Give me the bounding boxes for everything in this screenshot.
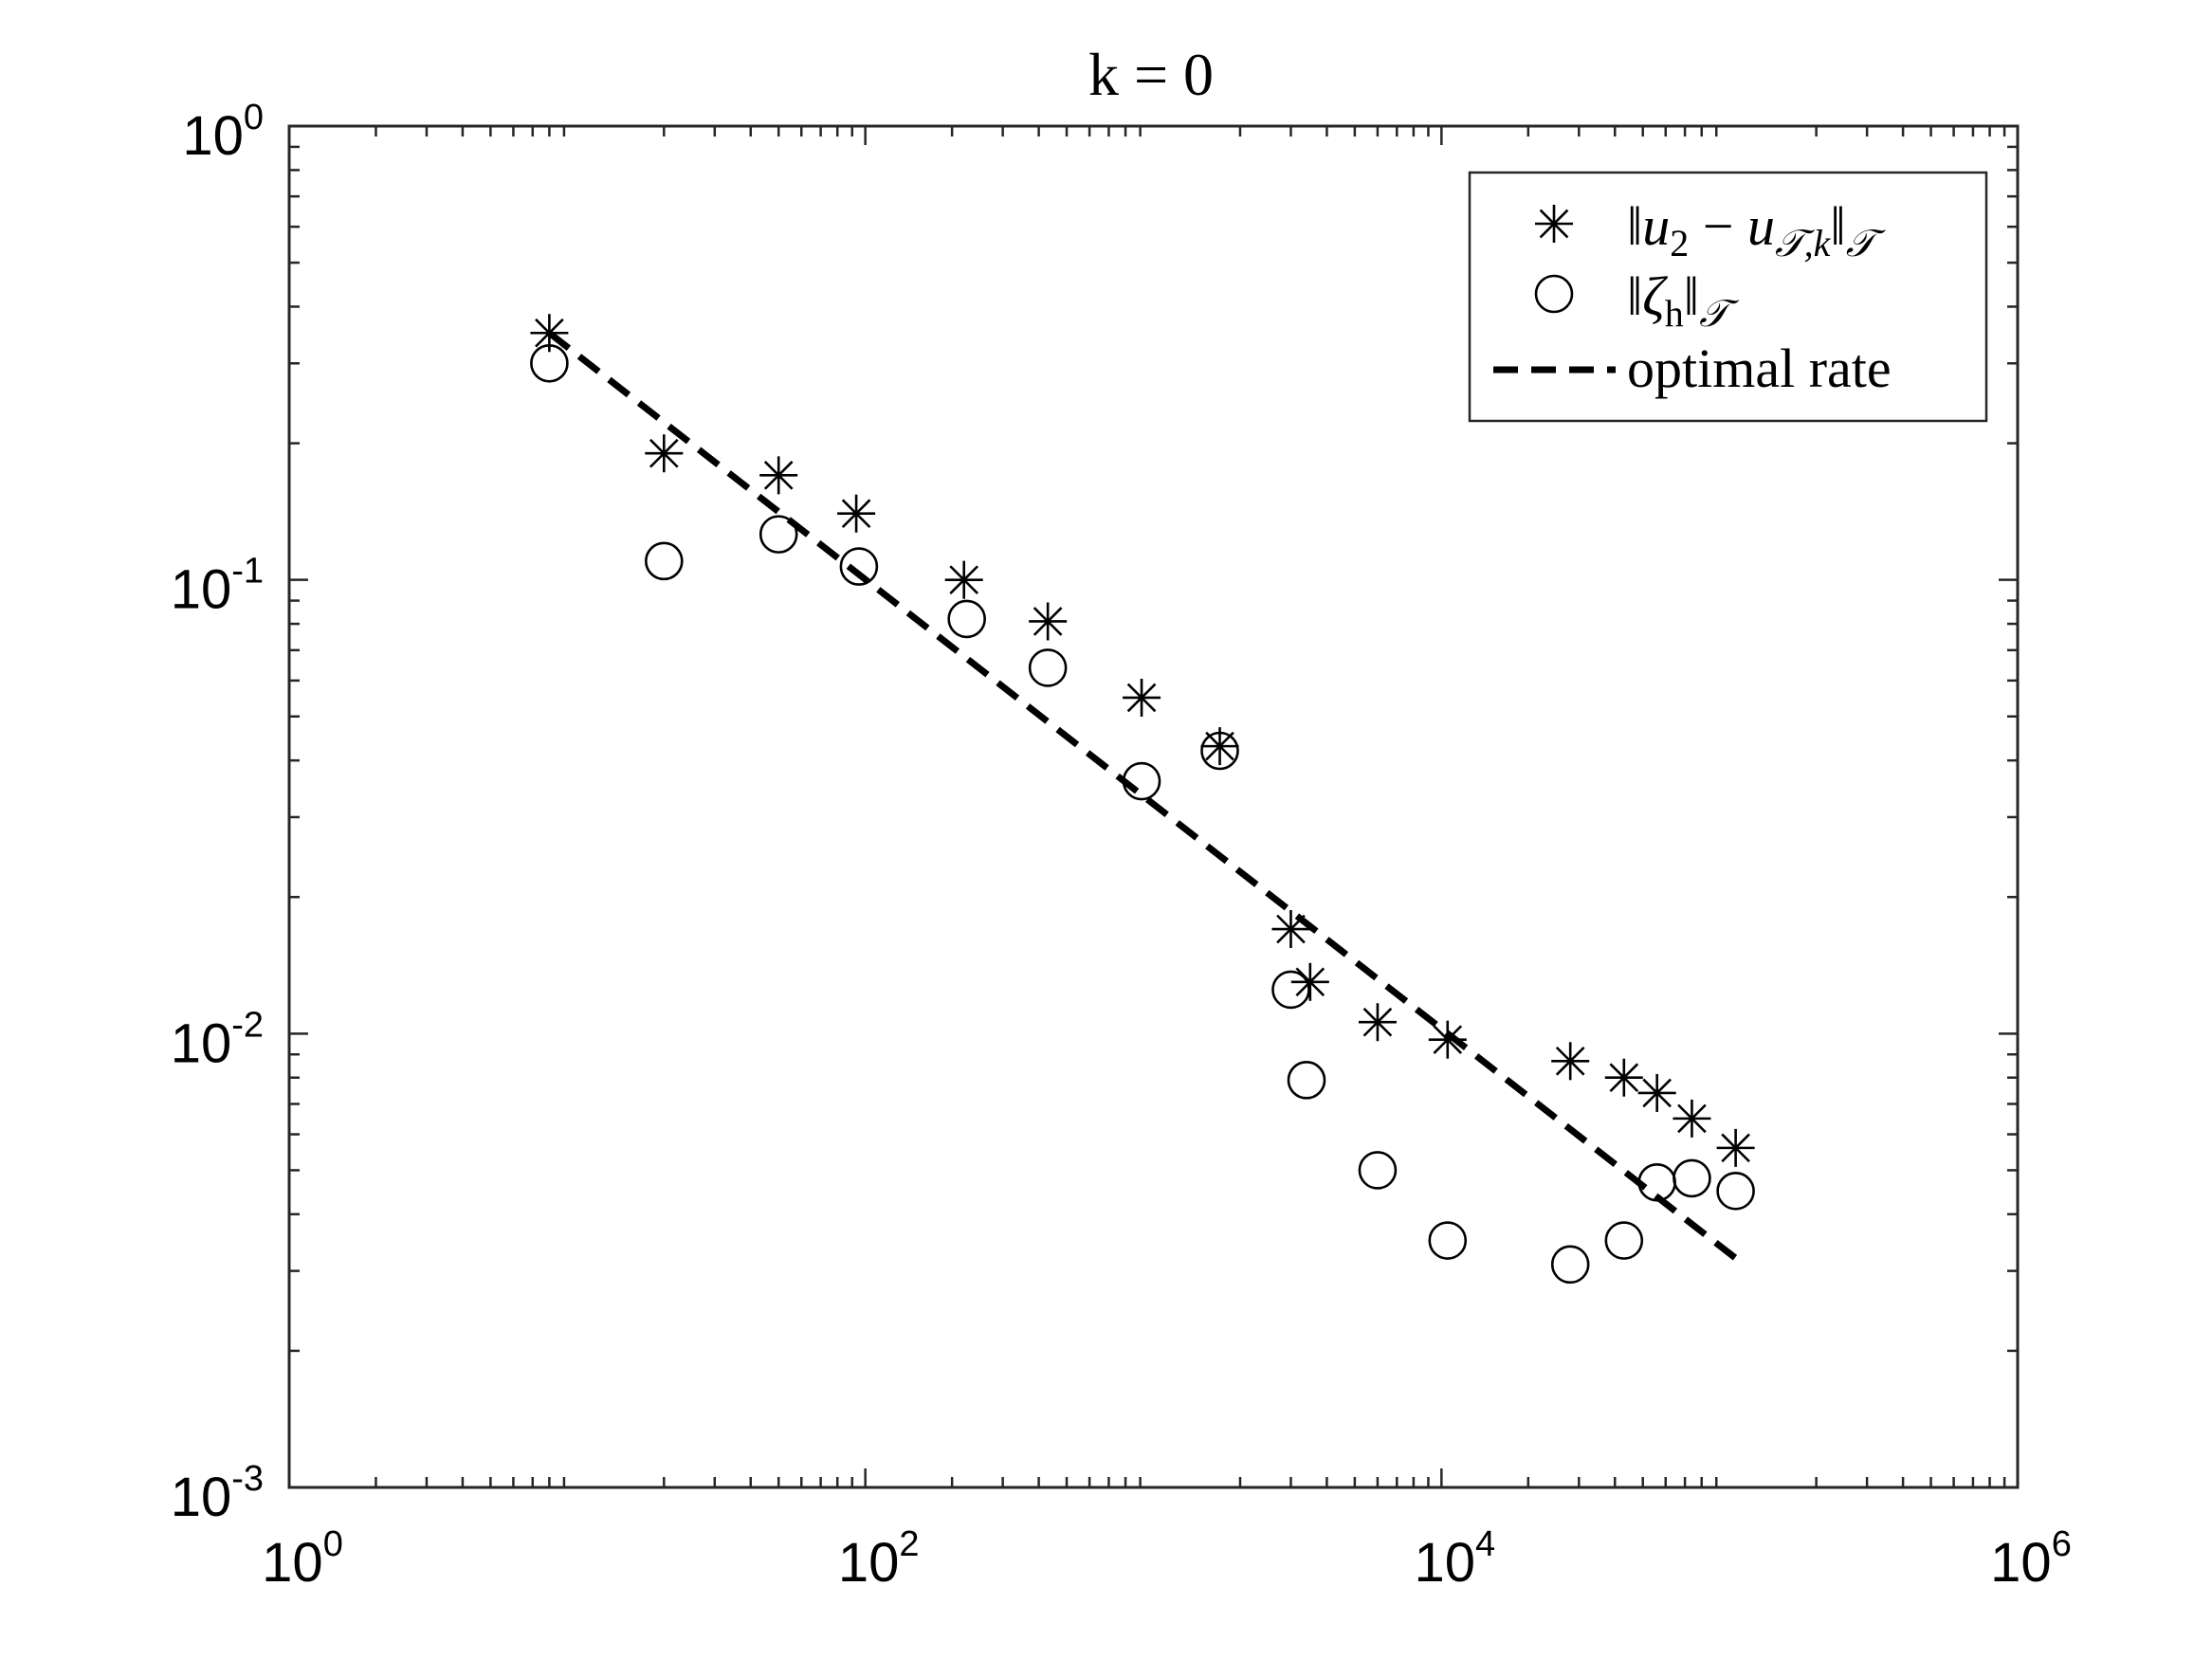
y-tick-label: 100 (182, 98, 264, 167)
legend-label: optimal rate (1627, 337, 1892, 399)
legend-marker-asterisk (1535, 205, 1573, 243)
x-tick-label: 104 (1415, 1524, 1496, 1594)
svg-text:10-1: 10-1 (171, 552, 264, 621)
data-point-asterisk (1551, 1042, 1590, 1081)
x-tick-label-exponent: 6 (2052, 1524, 2072, 1564)
y-tick-label-base: 10 (182, 105, 244, 167)
data-point-asterisk (1637, 1073, 1676, 1112)
y-tick-label-exponent: -1 (231, 552, 264, 592)
x-tick-label-exponent: 4 (1475, 1524, 1495, 1564)
minor-ticks (289, 126, 2018, 1487)
x-tick-labels: 100 102 104 106 (262, 1524, 2072, 1594)
data-point-asterisk (645, 434, 684, 473)
major-ticks (287, 124, 2020, 1489)
x-tick-label-exponent: 2 (899, 1524, 919, 1564)
x-tick-label: 100 (262, 1524, 343, 1594)
data-point-asterisk (1123, 678, 1161, 717)
y-tick-label: 10-1 (171, 552, 264, 621)
svg-text:106: 106 (1990, 1524, 2072, 1594)
data-point-circle (1287, 1061, 1326, 1100)
x-tick-label-base: 10 (1415, 1532, 1476, 1594)
data-point-circle (1271, 970, 1310, 1010)
legend-entry: ‖ζh‖𝒯 (1534, 265, 1740, 335)
chart-title: k = 0 (1088, 41, 1214, 108)
legend-entry: optimal rate (1493, 337, 1892, 399)
y-tick-label-exponent: 0 (244, 98, 264, 137)
y-tick-label-base: 10 (171, 1467, 232, 1528)
y-tick-label-base: 10 (171, 1012, 232, 1074)
data-point-asterisk (944, 560, 983, 599)
svg-text:100: 100 (262, 1524, 343, 1594)
legend-entry: ‖u2 − u𝒯,k‖𝒯 (1535, 195, 1887, 264)
data-point-asterisk (837, 494, 876, 533)
data-point-circle (947, 599, 986, 639)
series-circle-points (530, 343, 1755, 1285)
data-point-circle (1358, 1151, 1398, 1190)
data-point-circle (759, 515, 798, 554)
legend-box (1468, 171, 1988, 423)
data-point-circle (1028, 648, 1068, 687)
legend-marker-circle (1534, 274, 1574, 314)
legend-label: ‖u2 − u𝒯,k‖𝒯 (1627, 195, 1887, 264)
svg-text:104: 104 (1415, 1524, 1496, 1594)
data-point-circle (839, 547, 879, 586)
series-optimal-rate-line (547, 330, 1738, 1261)
y-tick-label-exponent: -3 (231, 1459, 264, 1499)
x-tick-label: 102 (838, 1524, 920, 1594)
data-point-circle (1428, 1221, 1468, 1260)
data-point-asterisk (1673, 1099, 1711, 1138)
data-point-asterisk (1716, 1128, 1755, 1167)
data-point-circle (1716, 1172, 1755, 1211)
x-tick-label: 106 (1990, 1524, 2072, 1594)
svg-text:100: 100 (182, 98, 264, 167)
svg-text:10-3: 10-3 (171, 1459, 264, 1528)
data-point-asterisk (1604, 1058, 1643, 1097)
data-point-circle (644, 541, 684, 581)
optimal-rate-line (547, 330, 1738, 1261)
data-point-circle (1200, 731, 1239, 771)
data-point-asterisk (1358, 1003, 1397, 1042)
plot-content (530, 314, 1755, 1285)
x-tick-label-base: 10 (838, 1532, 900, 1594)
x-tick-label-base: 10 (1990, 1532, 2052, 1594)
svg-text:102: 102 (838, 1524, 920, 1594)
data-point-asterisk (1271, 910, 1310, 949)
data-point-circle (1550, 1245, 1590, 1285)
x-tick-label-exponent: 0 (323, 1524, 343, 1564)
data-point-circle (1604, 1221, 1644, 1260)
svg-text:10-2: 10-2 (171, 1005, 264, 1074)
y-tick-label-exponent: -2 (231, 1005, 264, 1045)
data-point-circle (1673, 1158, 1711, 1198)
data-point-asterisk (759, 456, 798, 495)
y-tick-label-base: 10 (171, 559, 232, 621)
y-tick-label: 10-2 (171, 1005, 264, 1074)
data-point-circle (530, 343, 569, 383)
data-point-asterisk (1029, 602, 1068, 641)
y-tick-label: 10-3 (171, 1459, 264, 1528)
data-point-asterisk (1290, 962, 1329, 1001)
series-asterisk-points (530, 314, 1755, 1167)
legend-label: ‖ζh‖𝒯 (1627, 265, 1740, 335)
x-tick-label-base: 10 (262, 1532, 323, 1594)
